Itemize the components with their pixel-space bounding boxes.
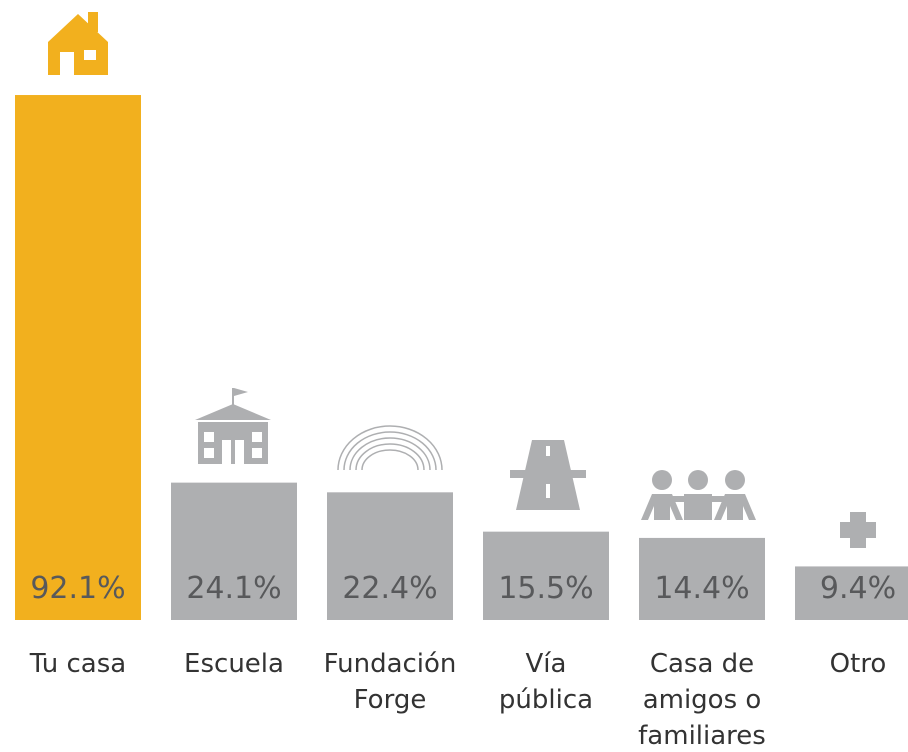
value-label: 15.5% — [498, 571, 593, 606]
category-label: Tu casa — [29, 649, 127, 679]
value-label: 92.1% — [30, 571, 125, 606]
value-label: 22.4% — [342, 571, 437, 606]
icon-school — [195, 388, 271, 464]
bar — [795, 566, 908, 620]
category-label: Vía pública — [498, 649, 594, 715]
icon-rainbow — [337, 425, 443, 471]
bar — [15, 95, 141, 620]
bar — [327, 492, 453, 620]
icon-house — [48, 12, 108, 75]
icon-plus — [840, 512, 876, 548]
value-label: 9.4% — [820, 571, 896, 606]
value-label: 24.1% — [186, 571, 281, 606]
category-label: Escuela — [184, 649, 284, 679]
category-label: Fundación Forge — [323, 649, 457, 715]
category-label: Casa de amigos o familiares — [638, 649, 766, 751]
icon-road — [510, 440, 586, 510]
bar — [171, 482, 297, 620]
icon-people — [641, 470, 756, 520]
value-label: 14.4% — [654, 571, 749, 606]
bar — [483, 531, 609, 620]
category-label: Otro — [829, 649, 887, 679]
bar — [639, 537, 765, 620]
